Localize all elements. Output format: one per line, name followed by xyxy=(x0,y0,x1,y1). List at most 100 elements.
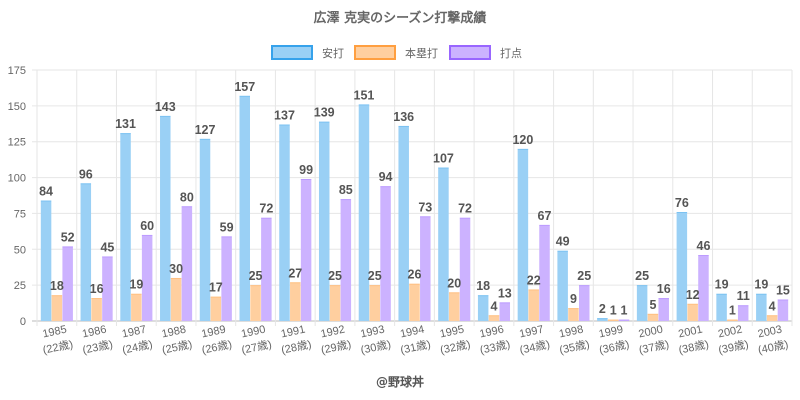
data-label: 157 xyxy=(234,80,255,94)
data-label: 76 xyxy=(675,196,689,210)
x-tick-group: 1991(28歳) xyxy=(280,324,313,357)
bar-本塁打-1998 xyxy=(568,308,579,321)
bar-安打-1995 xyxy=(438,167,449,321)
x-tick-group: 1985(22歳) xyxy=(41,324,75,357)
data-label: 49 xyxy=(556,235,570,249)
x-tick-sublabel: (31歳) xyxy=(399,338,432,357)
data-label: 30 xyxy=(169,262,183,276)
bar-本塁打-1988 xyxy=(170,277,182,321)
data-label: 25 xyxy=(328,269,342,283)
data-label: 46 xyxy=(697,239,711,253)
data-label: 1 xyxy=(729,304,736,318)
legend-label: 安打 xyxy=(322,46,344,60)
bar-安打-1997 xyxy=(517,148,529,321)
bar-打点-2003 xyxy=(777,299,789,321)
bar-打点-1989 xyxy=(221,236,232,321)
bar-本塁打-1986 xyxy=(91,298,102,321)
y-tick-label: 25 xyxy=(14,280,26,292)
x-tick-label: 1998 xyxy=(558,324,584,341)
bar-本塁打-1995 xyxy=(448,292,460,321)
bar-安打-2003 xyxy=(756,293,767,321)
bar-打点-1991 xyxy=(300,179,312,321)
x-tick-label: 1996 xyxy=(479,324,505,341)
data-label: 13 xyxy=(498,286,512,300)
x-tick-sublabel: (38歳) xyxy=(677,338,710,357)
data-label: 52 xyxy=(61,230,75,244)
bar-本塁打-2000 xyxy=(647,313,659,321)
bar-本塁打-1992 xyxy=(329,285,341,321)
bar-安打-1993 xyxy=(358,104,370,322)
x-tick-label: 1991 xyxy=(280,324,306,341)
legend-swatch xyxy=(354,45,396,60)
data-label: 143 xyxy=(155,100,176,114)
data-label: 4 xyxy=(769,299,776,313)
y-tick-label: 150 xyxy=(8,101,26,113)
data-label: 136 xyxy=(393,110,414,124)
grid xyxy=(32,69,793,326)
x-tick-group: 2003(40歳) xyxy=(757,324,790,357)
data-label: 151 xyxy=(354,88,375,102)
bar-安打-1996 xyxy=(477,295,489,321)
y-tick-label: 100 xyxy=(8,173,26,185)
y-tick-label: 50 xyxy=(14,244,26,256)
x-tick-label: 1990 xyxy=(240,324,266,341)
data-label: 139 xyxy=(314,106,335,120)
x-tick-sublabel: (22歳) xyxy=(42,338,75,357)
x-tick-label: 1999 xyxy=(598,324,624,341)
data-label: 17 xyxy=(209,281,223,295)
x-tick-group: 2000(37歳) xyxy=(637,324,670,357)
data-label: 84 xyxy=(39,185,53,199)
credit: @野球丼 xyxy=(376,374,424,389)
x-tick-label: 2002 xyxy=(717,324,743,341)
bar-本塁打-1997 xyxy=(528,289,539,321)
y-tick-label: 75 xyxy=(14,208,26,220)
x-tick-group: 1998(35歳) xyxy=(558,324,591,357)
data-label: 9 xyxy=(570,292,577,306)
bar-打点-2000 xyxy=(658,298,669,321)
bar-安打-1991 xyxy=(279,124,290,321)
bars xyxy=(40,95,789,322)
x-tick-sublabel: (23歳) xyxy=(81,338,114,357)
data-label: 137 xyxy=(274,109,295,123)
bar-安打-1994 xyxy=(398,125,409,322)
bar-打点-1995 xyxy=(459,217,471,321)
legend-label: 本塁打 xyxy=(405,46,438,60)
bar-安打-1990 xyxy=(239,95,251,322)
data-label: 127 xyxy=(195,123,216,137)
data-label: 1 xyxy=(621,304,628,318)
data-label: 19 xyxy=(754,278,768,292)
x-tick-group: 2002(39歳) xyxy=(717,324,750,357)
legend: 安打 本塁打 打点 xyxy=(271,45,522,60)
x-tick-sublabel: (32歳) xyxy=(439,338,472,357)
bar-打点-1993 xyxy=(380,186,391,321)
bar-打点-1996 xyxy=(499,302,511,321)
bar-安打-1985 xyxy=(40,200,52,321)
x-tick-sublabel: (27歳) xyxy=(240,338,273,357)
bar-安打-1987 xyxy=(120,133,131,321)
bar-本塁打-1999 xyxy=(607,319,619,321)
bar-安打-1988 xyxy=(160,115,171,321)
data-label: 25 xyxy=(249,269,263,283)
x-tick-sublabel: (30歳) xyxy=(359,338,392,357)
bar-本塁打-2001 xyxy=(687,303,698,321)
bar-打点-1998 xyxy=(578,285,590,321)
bar-本塁打-1994 xyxy=(409,283,420,321)
y-axis: 0 25 50 75 100 125 150 175 xyxy=(8,65,26,328)
x-tick-group: 1994(31歳) xyxy=(399,324,432,357)
bar-本塁打-2002 xyxy=(727,319,738,321)
data-label: 19 xyxy=(715,278,729,292)
bar-本塁打-2003 xyxy=(766,315,778,321)
bar-打点-1994 xyxy=(420,216,431,321)
data-label: 12 xyxy=(686,288,700,302)
data-label: 45 xyxy=(100,240,114,254)
x-tick-group: 1987(24歳) xyxy=(121,324,154,357)
x-tick-sublabel: (39歳) xyxy=(717,338,750,357)
x-tick-group: 1995(32歳) xyxy=(439,324,472,357)
data-label: 80 xyxy=(180,190,194,204)
data-label: 67 xyxy=(538,209,552,223)
bar-安打-2002 xyxy=(716,293,727,321)
bar-打点-2001 xyxy=(698,255,709,321)
x-tick-label: 2001 xyxy=(677,324,703,341)
bar-安打-2000 xyxy=(636,285,648,321)
